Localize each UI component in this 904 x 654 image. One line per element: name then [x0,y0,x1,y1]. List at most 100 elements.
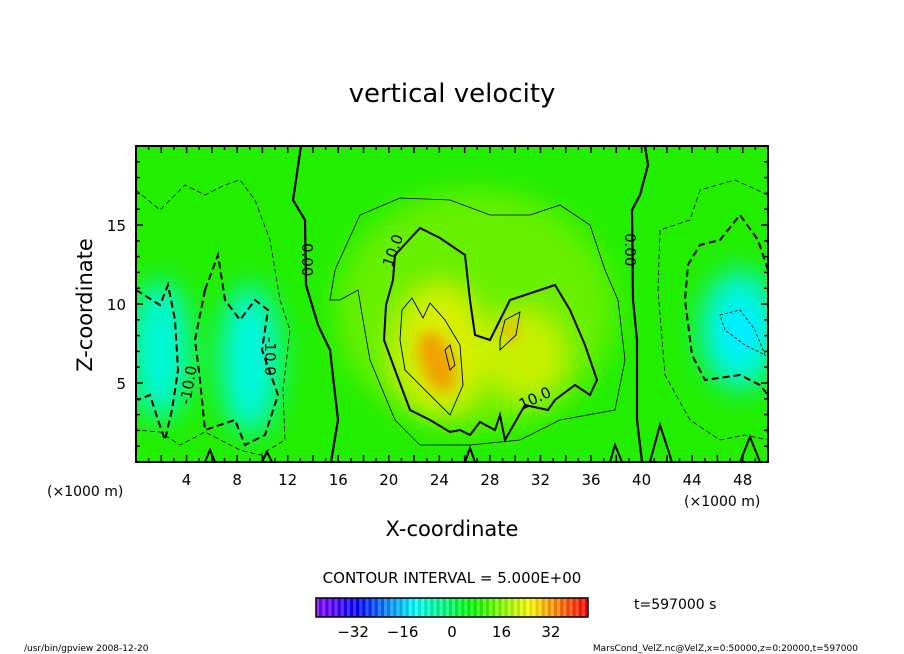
colorbar-swatch [458,598,462,617]
y-tick-label: 10 [107,296,126,314]
colorbar-swatch [538,598,543,617]
colorbar-swatch [482,598,487,617]
colorbar-tick-label: 0 [447,623,457,641]
contour-15b [499,311,521,352]
colorbar-swatch [554,598,558,617]
contour-minus10-right [683,213,768,396]
colorbar-swatch [578,598,583,617]
updraft-secondary [485,310,565,400]
colorbar-swatch [427,598,431,617]
colorbar-swatch [408,598,413,617]
colorbar-swatch [470,598,475,617]
colorbar-swatch [374,598,379,617]
colorbar-swatch [563,598,567,617]
colorbar-tick-label: −16 [387,623,419,641]
colorbar-swatch [523,598,527,617]
colorbar-swatch [584,598,589,617]
downdraft-right-min [720,308,760,352]
contour-minus5-left [136,179,291,456]
contour-bottom-bumps [204,421,761,462]
colorbar-swatch [424,598,428,617]
x-unit-right: (×1000 m) [684,494,760,510]
colorbar-swatch [442,598,447,617]
x-tick-label: 44 [683,471,702,489]
colorbar-swatch [572,598,577,617]
colorbar-swatch [325,598,329,617]
x-tick-label: 20 [379,471,398,489]
contours [136,146,768,462]
chart-title: vertical velocity [349,79,556,109]
colorbar-swatch [334,598,339,617]
colorbar-swatch [510,598,515,617]
colorbar-swatch [467,598,471,617]
colorbar-swatch [495,598,499,617]
colorbar-swatch [520,598,524,617]
colorbar-swatch [569,598,573,617]
colorbar-swatch [560,598,564,617]
colorbar-swatch [371,598,376,617]
contour-5 [329,197,626,446]
contour-label: 0.00 [621,233,639,266]
colorbar-swatch [513,598,518,617]
colorbar-swatch [343,598,348,617]
colorbar-swatch [346,598,351,617]
y-tick-label: 15 [107,217,126,235]
x-tick-label: 40 [632,471,651,489]
colorbar-tick-label: −32 [337,623,369,641]
colorbar-swatch [353,598,357,617]
contour-10 [382,226,599,443]
contour-minus10-left [136,251,280,447]
colorbar-swatch [532,598,536,617]
colorbar-swatch [377,598,382,617]
colorbar-swatch [322,598,326,617]
contour-15 [399,297,464,416]
colorbar-swatch [486,598,490,617]
colorbar-swatch [461,598,465,617]
secondary-max [502,316,518,344]
colorbar-swatch [529,598,533,617]
colorbar-swatch [445,598,450,617]
downdraft-left-b [220,285,280,435]
plot-area: 0.00 0.00 10.0 10.0 -10.0 -10.0 [136,146,768,462]
x-tick-label: 24 [430,471,449,489]
colorbar-swatch [390,598,394,617]
colorbar-swatch [337,598,342,617]
colorbar-swatch [557,598,561,617]
colorbar-swatch [566,598,570,617]
colorbar-swatch [316,598,320,617]
colorbar-swatch [436,598,441,617]
footer-right: MarsCond_VelZ.nc@VelZ,x=0:50000,z=0:2000… [593,644,858,654]
colorbar-swatch [507,598,512,617]
x-axis-label: X-coordinate [386,517,519,541]
colorbar-swatch [411,598,416,617]
colorbar-tick-labels: −32 −16 0 16 32 [337,623,560,641]
colorbar-swatch [396,598,400,617]
x-tick-label: 36 [581,471,600,489]
axis-ticks [136,146,768,462]
colorbar-swatch [547,598,552,617]
colorbar-swatch [350,598,354,617]
colorbar-swatch [498,598,502,617]
x-tick-labels: 4 8 12 16 20 24 28 32 36 40 44 48 [182,471,752,489]
time-label: t=597000 s [634,597,716,613]
colorbar-swatch [365,598,369,617]
colorbar-swatch [492,598,496,617]
colorbar-swatch [359,598,363,617]
colorbar-swatch [356,598,360,617]
colorbar-swatch [575,598,580,617]
colorbar-swatch [476,598,481,617]
x-tick-label: 4 [182,471,192,489]
colorbar-swatch [452,598,456,617]
colorbar-swatch [501,598,505,617]
colorbar-swatch [544,598,549,617]
colorbar-swatch [418,598,422,617]
colorbar-swatch [328,598,332,617]
x-tick-label: 16 [329,471,348,489]
colorbar-swatch [541,598,546,617]
colorbar-swatch [331,598,335,617]
colorbar [316,598,589,617]
colorbar-swatch [448,598,453,617]
x-tick-label: 8 [232,471,242,489]
contour-minus5-right [657,179,768,441]
